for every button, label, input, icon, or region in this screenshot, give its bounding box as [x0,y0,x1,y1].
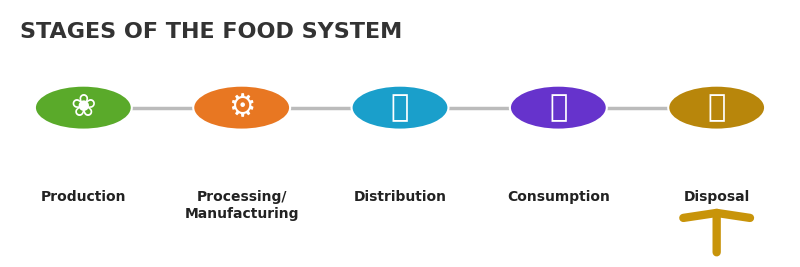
Text: Processing/
Manufacturing: Processing/ Manufacturing [185,190,299,221]
Text: Distribution: Distribution [354,190,446,205]
Text: 🍽: 🍽 [550,93,567,122]
Text: ⚙: ⚙ [228,93,255,122]
Text: Disposal: Disposal [683,190,750,205]
Text: STAGES OF THE FOOD SYSTEM: STAGES OF THE FOOD SYSTEM [20,22,402,42]
Ellipse shape [510,86,606,129]
Ellipse shape [194,86,290,129]
Text: Consumption: Consumption [507,190,610,205]
Text: 🚚: 🚚 [391,93,409,122]
Text: ❀: ❀ [70,93,96,122]
Text: 🗑: 🗑 [707,93,726,122]
Text: Production: Production [41,190,126,205]
Ellipse shape [351,86,449,129]
Ellipse shape [668,86,765,129]
Ellipse shape [35,86,132,129]
